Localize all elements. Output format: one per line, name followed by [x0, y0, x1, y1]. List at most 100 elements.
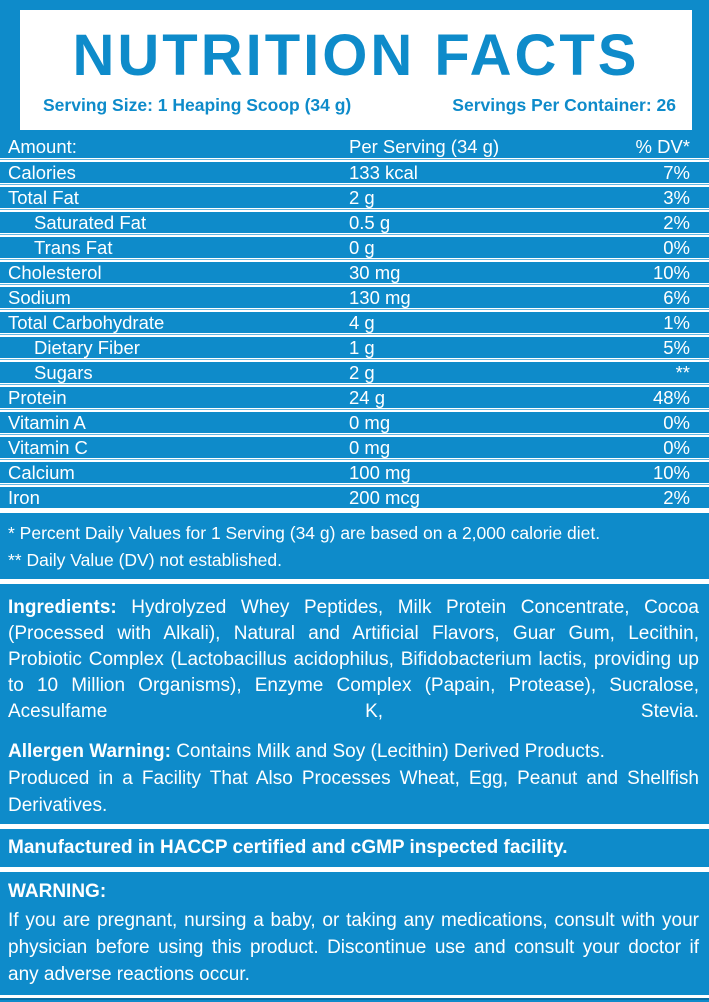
nutrient-amount: 2 g: [349, 361, 375, 383]
nutrient-daily-value: 48%: [652, 386, 690, 408]
row-divider: [0, 458, 709, 462]
nutrient-amount: 0 mg: [349, 411, 391, 433]
serving-info-row: Serving Size: 1 Heaping Scoop (34 g) Ser…: [20, 87, 692, 116]
table-row: Calories 133 kcal 7%: [0, 162, 709, 183]
nutrient-daily-value: **: [675, 361, 690, 383]
nutrient-daily-value: 0%: [663, 411, 690, 433]
ingredients-heading: Ingredients:: [8, 597, 117, 618]
nutrient-amount: 0 g: [349, 236, 375, 258]
warning-section: WARNING: If you are pregnant, nursing a …: [0, 872, 709, 988]
page-title: NUTRITION FACTS: [72, 23, 640, 88]
nutrient-name: Sugars: [34, 361, 93, 383]
manufactured-statement: Manufactured in HACCP certified and cGMP…: [8, 837, 568, 858]
nutrient-name: Sodium: [8, 286, 71, 308]
table-row: Saturated Fat 0.5 g 2%: [0, 212, 709, 233]
section-divider: [0, 824, 709, 829]
nutrient-daily-value: 6%: [663, 286, 690, 308]
nutrient-amount: 100 mg: [349, 461, 411, 483]
ingredients-paragraph: Ingredients: Hydrolyzed Whey Peptides, M…: [0, 595, 709, 725]
row-divider: [0, 283, 709, 287]
nutrient-amount: 24 g: [349, 386, 386, 408]
nutrient-name: Calories: [8, 161, 76, 183]
section-divider: [0, 579, 709, 584]
nutrient-name: Vitamin A: [8, 411, 86, 433]
nutrient-amount: 1 g: [349, 336, 375, 358]
nutrient-name: Total Carbohydrate: [8, 311, 165, 333]
table-body: Calories 133 kcal 7% Total Fat 2 g 3% Sa…: [0, 158, 709, 508]
nutrient-name: Cholesterol: [8, 261, 102, 283]
allergen-statement: Contains Milk and Soy (Lecithin) Derived…: [170, 741, 605, 762]
row-divider: [0, 483, 709, 487]
table-row: Total Carbohydrate 4 g 1%: [0, 312, 709, 333]
table-row: Vitamin A 0 mg 0%: [0, 412, 709, 433]
row-divider: [0, 383, 709, 387]
nutrient-amount: 2 g: [349, 186, 375, 208]
allergen-warning-heading: Allergen Warning:: [8, 741, 171, 762]
section-divider: [0, 508, 709, 513]
nutrient-daily-value: 0%: [663, 436, 690, 458]
nutrient-daily-value: 2%: [663, 486, 690, 508]
table-row: Dietary Fiber 1 g 5%: [0, 337, 709, 358]
section-divider: [0, 867, 709, 872]
header-panel: NUTRITION FACTS Serving Size: 1 Heaping …: [20, 10, 692, 130]
row-divider: [0, 308, 709, 312]
nutrient-daily-value: 10%: [652, 261, 690, 283]
nutrient-daily-value: 0%: [663, 236, 690, 258]
table-row: Sugars 2 g **: [0, 362, 709, 383]
footnote-dv-not-established: ** Daily Value (DV) not established.: [8, 550, 282, 570]
table-row: Cholesterol 30 mg 10%: [0, 262, 709, 283]
nutrient-daily-value: 5%: [663, 336, 690, 358]
footnotes: * Percent Daily Values for 1 Serving (34…: [0, 513, 709, 579]
footnote-daily-values: * Percent Daily Values for 1 Serving (34…: [8, 523, 601, 543]
table-row: Trans Fat 0 g 0%: [0, 237, 709, 258]
nutrient-amount: 133 kcal: [349, 161, 418, 183]
nutrient-name: Trans Fat: [34, 236, 113, 258]
table-header-row: Amount: Per Serving (34 g) % DV*: [0, 136, 709, 158]
bottom-edge-line: [0, 995, 709, 1001]
column-header-per-serving: Per Serving (34 g): [349, 136, 500, 157]
row-divider: [0, 433, 709, 437]
warning-heading: WARNING:: [8, 881, 107, 902]
nutrient-name: Saturated Fat: [34, 211, 147, 233]
nutrient-daily-value: 10%: [652, 461, 690, 483]
allergen-statement-line: Allergen Warning: Contains Milk and Soy …: [8, 738, 699, 765]
nutrition-table: Amount: Per Serving (34 g) % DV* Calorie…: [0, 136, 709, 508]
row-divider: [0, 408, 709, 412]
warning-text: If you are pregnant, nursing a baby, or …: [8, 910, 699, 985]
nutrient-amount: 0.5 g: [349, 211, 391, 233]
nutrient-daily-value: 1%: [663, 311, 690, 333]
column-header-amount: Amount:: [8, 136, 77, 157]
row-divider: [0, 358, 709, 362]
nutrient-amount: 200 mcg: [349, 486, 420, 508]
nutrient-amount: 130 mg: [349, 286, 411, 308]
column-header-daily-value: % DV*: [635, 136, 691, 157]
nutrient-name: Iron: [8, 486, 40, 508]
nutrient-daily-value: 3%: [663, 186, 690, 208]
nutrient-amount: 0 mg: [349, 436, 391, 458]
table-row: Sodium 130 mg 6%: [0, 287, 709, 308]
servings-per-container-text: Servings Per Container: 26: [452, 95, 676, 115]
table-row: Total Fat 2 g 3%: [0, 187, 709, 208]
nutrient-name: Vitamin C: [8, 436, 88, 458]
serving-size-text: Serving Size: 1 Heaping Scoop (34 g): [43, 95, 352, 115]
table-row: Calcium 100 mg 10%: [0, 462, 709, 483]
nutrient-amount: 30 mg: [349, 261, 401, 283]
ingredients-list: Hydrolyzed Whey Peptides, Milk Protein C…: [8, 597, 699, 722]
nutrient-name: Total Fat: [8, 186, 79, 208]
allergen-warning-section: Allergen Warning: Contains Milk and Soy …: [0, 738, 709, 819]
nutrient-name: Calcium: [8, 461, 75, 483]
allergen-facility-statement: Produced in a Facility That Also Process…: [8, 768, 699, 816]
nutrient-name: Protein: [8, 386, 67, 408]
nutrient-name: Dietary Fiber: [34, 336, 140, 358]
row-divider: [0, 258, 709, 262]
table-row: Protein 24 g 48%: [0, 387, 709, 408]
row-divider: [0, 183, 709, 187]
row-divider: [0, 158, 709, 162]
row-divider: [0, 333, 709, 337]
nutrient-amount: 4 g: [349, 311, 375, 333]
table-row: Iron 200 mcg 2%: [0, 487, 709, 508]
table-row: Vitamin C 0 mg 0%: [0, 437, 709, 458]
row-divider: [0, 233, 709, 237]
nutrient-daily-value: 7%: [663, 161, 690, 183]
